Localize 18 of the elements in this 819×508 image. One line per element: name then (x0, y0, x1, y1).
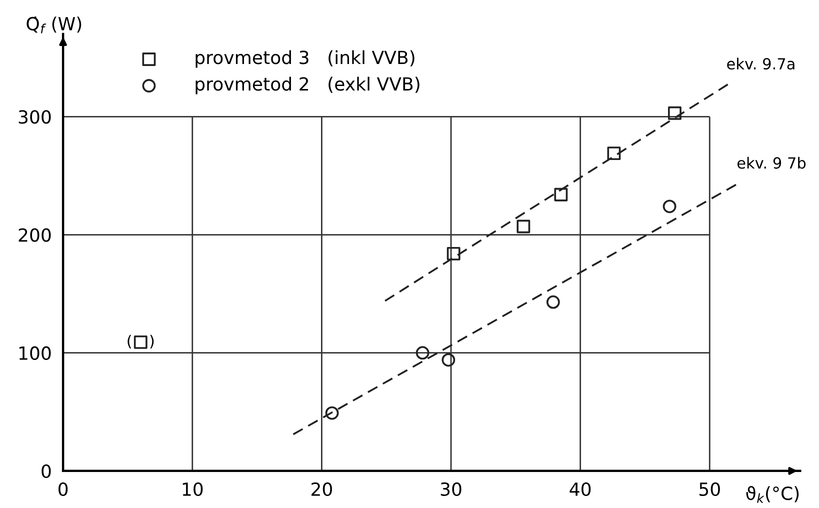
x-tick-label: 10 (182, 482, 203, 496)
y-tick-label: 200 (18, 228, 51, 242)
x-tick-label: 50 (700, 482, 720, 496)
annotation: ekv. 9.7a (727, 58, 794, 70)
legend-label: provmetod 3 (inkl VVB) (196, 50, 414, 68)
annotation: ekv. 9 7b (737, 156, 806, 169)
x-tick-label: 0 (58, 482, 68, 496)
legend-label: provmetod 2 (exkl VVB) (196, 76, 420, 94)
y-axis-title: Q̇$_{f}$ (W) (26, 16, 82, 34)
y-tick-label: 100 (19, 346, 51, 360)
y-tick-label: 0 (42, 464, 51, 478)
x-tick-label: 20 (312, 482, 332, 496)
y-tick-label: 300 (18, 110, 51, 124)
annotation: ( (128, 334, 132, 348)
x-tick-label: 30 (440, 482, 462, 496)
x-tick-label: 40 (570, 482, 591, 496)
x-axis-title: ϑ$_{k}$(°C) (746, 486, 799, 503)
annotation: ) (150, 334, 154, 348)
